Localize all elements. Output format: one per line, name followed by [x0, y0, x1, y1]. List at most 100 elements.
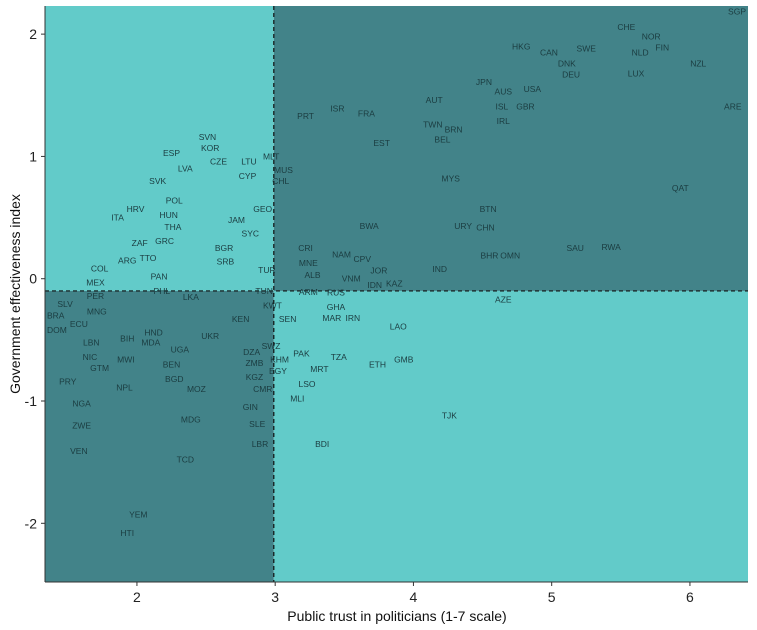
- point-label: SVK: [149, 176, 166, 186]
- point-label: ZWE: [72, 420, 91, 430]
- point-label: MRT: [310, 364, 328, 374]
- y-axis-title: Government effectiveness index: [7, 194, 23, 394]
- point-label: BEN: [163, 359, 180, 369]
- point-label: LBN: [83, 337, 100, 347]
- point-label: SEN: [279, 314, 296, 324]
- point-label: AZE: [495, 295, 512, 305]
- point-label: TCD: [177, 455, 194, 465]
- point-label: TUR: [258, 265, 275, 275]
- point-label: PAN: [151, 271, 168, 281]
- point-label: ALB: [304, 270, 320, 280]
- point-label: ECU: [70, 319, 88, 329]
- quadrant-backgrounds: [45, 6, 748, 582]
- point-label: IRN: [345, 313, 360, 323]
- point-label: MUS: [274, 165, 293, 175]
- point-label: SYC: [242, 229, 259, 239]
- point-label: KWT: [263, 301, 282, 311]
- point-label: BDI: [315, 439, 329, 449]
- point-label: ZAF: [132, 238, 148, 248]
- point-label: ARG: [118, 255, 136, 265]
- point-label: KAZ: [386, 279, 403, 289]
- point-label: ARE: [724, 101, 742, 111]
- x-tick-label: 3: [271, 589, 279, 605]
- point-label: AUS: [495, 87, 513, 97]
- point-label: RUS: [327, 287, 345, 297]
- point-label: CYP: [239, 171, 257, 181]
- point-label: ISR: [330, 104, 344, 114]
- point-label: ESP: [163, 148, 180, 158]
- point-label: SAU: [566, 243, 583, 253]
- point-label: DNK: [558, 59, 576, 69]
- point-label: URY: [454, 221, 472, 231]
- point-label: NPL: [116, 383, 133, 393]
- x-tick-label: 5: [548, 589, 556, 605]
- point-label: GTM: [90, 363, 109, 373]
- point-label: KOR: [201, 143, 219, 153]
- point-label: TJK: [442, 411, 457, 421]
- quadrant-low-trust-high-effectiveness: [45, 6, 274, 291]
- point-label: DOM: [47, 325, 67, 335]
- point-label: LBR: [252, 439, 269, 449]
- point-label: BWA: [360, 221, 379, 231]
- point-label: DEU: [562, 70, 580, 80]
- point-label: YEM: [129, 510, 147, 520]
- point-label: MNG: [87, 307, 107, 317]
- point-label: JOR: [370, 265, 387, 275]
- point-label: VNM: [342, 274, 361, 284]
- point-label: GMB: [394, 354, 414, 364]
- point-label: BGR: [215, 243, 233, 253]
- point-label: VEN: [70, 446, 87, 456]
- point-label: GEO: [253, 204, 272, 214]
- point-label: KEN: [232, 314, 249, 324]
- point-label: BIH: [120, 334, 134, 344]
- point-label: PHL: [154, 286, 171, 296]
- x-tick-label: 6: [686, 589, 694, 605]
- point-label: MOZ: [187, 384, 206, 394]
- point-label: TUN: [255, 286, 272, 296]
- point-label: BTN: [480, 204, 497, 214]
- point-label: DZA: [243, 347, 260, 357]
- point-label: LTU: [241, 156, 256, 166]
- point-label: PRT: [297, 111, 314, 121]
- point-label: QAT: [672, 183, 689, 193]
- point-label: BRA: [47, 310, 65, 320]
- point-label: MDA: [141, 337, 160, 347]
- point-label: MLT: [263, 151, 279, 161]
- point-label: TTO: [140, 253, 157, 263]
- point-label: COL: [91, 263, 109, 273]
- quadrant-low-trust-low-effectiveness: [45, 290, 274, 582]
- point-label: CMR: [253, 384, 272, 394]
- point-label: SWZ: [262, 341, 281, 351]
- point-label: PER: [87, 291, 104, 301]
- point-label: UGA: [171, 345, 190, 355]
- point-label: UKR: [201, 331, 219, 341]
- quadrant-high-trust-low-effectiveness: [273, 290, 748, 582]
- point-label: SLV: [57, 299, 73, 309]
- point-label: EST: [373, 138, 390, 148]
- point-label: NAM: [332, 249, 351, 259]
- point-label: NLD: [632, 47, 649, 57]
- point-label: BRN: [445, 124, 463, 134]
- point-label: HND: [144, 327, 162, 337]
- point-label: ISL: [496, 101, 509, 111]
- y-tick-label: 2: [29, 26, 37, 42]
- point-label: SRB: [217, 257, 235, 267]
- point-label: SGP: [728, 7, 746, 17]
- point-label: SWE: [577, 44, 597, 54]
- quadrant-high-trust-high-effectiveness: [273, 6, 748, 291]
- point-label: JPN: [476, 77, 492, 87]
- point-label: LUX: [628, 68, 645, 78]
- point-label: USA: [524, 84, 542, 94]
- x-axis-title: Public trust in politicians (1-7 scale): [287, 608, 506, 624]
- point-label: CZE: [210, 156, 227, 166]
- point-label: KHM: [270, 354, 289, 364]
- point-label: HTI: [120, 528, 134, 538]
- point-label: MEX: [86, 277, 105, 287]
- point-label: CRI: [298, 243, 313, 253]
- point-label: NZL: [690, 58, 706, 68]
- point-label: NGA: [72, 398, 91, 408]
- point-label: HUN: [160, 210, 178, 220]
- point-label: HKG: [512, 41, 530, 51]
